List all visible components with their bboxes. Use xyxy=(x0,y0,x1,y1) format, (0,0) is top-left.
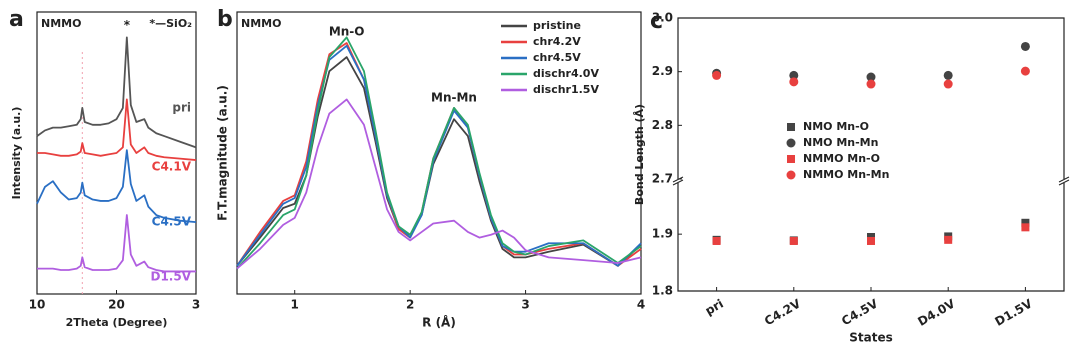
legend-label: chr4.5V xyxy=(533,51,581,64)
series-label: pri xyxy=(172,100,191,114)
peak-mark: * xyxy=(124,18,131,32)
axis-break xyxy=(1058,176,1070,183)
data-point xyxy=(866,79,876,89)
chart-title: NMMO xyxy=(241,17,281,30)
axis-break xyxy=(672,179,684,186)
legend-marker xyxy=(786,170,796,180)
x-tick-label: 3 xyxy=(192,298,200,312)
series-label: C4.1V xyxy=(152,160,192,174)
x-tick-label: D4.0V xyxy=(915,296,958,329)
x-tick-label: 1 xyxy=(291,298,299,312)
y-axis-label: Bond Length (Å) xyxy=(633,104,646,205)
x-tick-label: C4.2V xyxy=(762,296,804,328)
axis-frame xyxy=(677,17,1065,179)
y-axis-label: F.T.magnitude (a.u.) xyxy=(216,85,230,221)
x-tick-label: 10 xyxy=(29,298,46,312)
y-tick-label: 1.8 xyxy=(652,284,673,298)
data-point xyxy=(943,79,953,89)
data-line xyxy=(37,98,197,161)
x-tick-label: D1.5V xyxy=(993,296,1036,329)
panel-label: c xyxy=(650,9,663,34)
legend-label: chr4.2V xyxy=(533,35,581,48)
data-point xyxy=(944,235,953,244)
annotation: Mn-O xyxy=(329,25,365,39)
data-point xyxy=(866,72,876,82)
series-label: C4.5V xyxy=(152,215,192,229)
legend-note: *—SiO₂ xyxy=(149,17,192,30)
legend-marker xyxy=(787,155,795,163)
legend-marker xyxy=(786,138,796,148)
data-line xyxy=(36,36,197,149)
y-tick-label: 2.7 xyxy=(652,172,673,186)
y-tick-label: 2.9 xyxy=(652,64,673,78)
data-line xyxy=(36,149,197,223)
axis-break xyxy=(1058,179,1070,186)
annotation: Mn-Mn xyxy=(431,91,477,105)
plot-frame xyxy=(236,11,642,295)
x-tick-label: 4 xyxy=(637,298,645,312)
legend-label: NMO Mn-Mn xyxy=(803,136,878,149)
y-tick-label: 3.0 xyxy=(652,11,673,25)
chart-title: NMMO xyxy=(41,17,81,30)
data-point xyxy=(1021,223,1030,232)
panel-label: b xyxy=(217,7,233,32)
data-point xyxy=(789,70,799,80)
data-point xyxy=(1020,66,1030,76)
x-tick-label: 2 xyxy=(406,298,414,312)
legend-marker xyxy=(787,123,795,131)
data-point xyxy=(789,77,799,87)
panel-label: a xyxy=(9,7,24,32)
legend-label: dischr4.0V xyxy=(533,67,599,80)
legend-label: NMMO Mn-O xyxy=(803,152,880,165)
x-axis-label: R (Å) xyxy=(422,315,456,330)
data-line xyxy=(37,214,196,273)
legend-label: NMO Mn-O xyxy=(803,120,869,133)
y-axis-label: Intensity (a.u.) xyxy=(10,107,23,200)
data-point xyxy=(943,70,953,80)
data-line xyxy=(236,98,642,270)
data-point xyxy=(1021,218,1030,227)
legend-label: pristine xyxy=(533,19,581,32)
x-tick-label: C4.5V xyxy=(839,296,881,328)
x-axis-label: States xyxy=(849,331,893,345)
legend-label: NMMO Mn-Mn xyxy=(803,168,889,181)
data-point xyxy=(712,70,722,80)
legend-label: dischr1.5V xyxy=(533,83,599,96)
y-tick-label: 1.9 xyxy=(652,227,673,241)
y-tick-label: 2.8 xyxy=(652,118,673,132)
x-tick-label: 20 xyxy=(108,298,125,312)
data-point xyxy=(1020,41,1030,51)
data-point xyxy=(867,236,875,245)
data-point xyxy=(712,236,721,245)
x-tick-label: 3 xyxy=(521,298,529,312)
x-tick-label: pri xyxy=(703,297,726,318)
data-line xyxy=(236,44,642,267)
data-point xyxy=(789,236,798,245)
series-label: D1.5V xyxy=(150,270,191,284)
data-line xyxy=(236,36,642,270)
x-axis-label: 2Theta (Degree) xyxy=(66,316,168,329)
